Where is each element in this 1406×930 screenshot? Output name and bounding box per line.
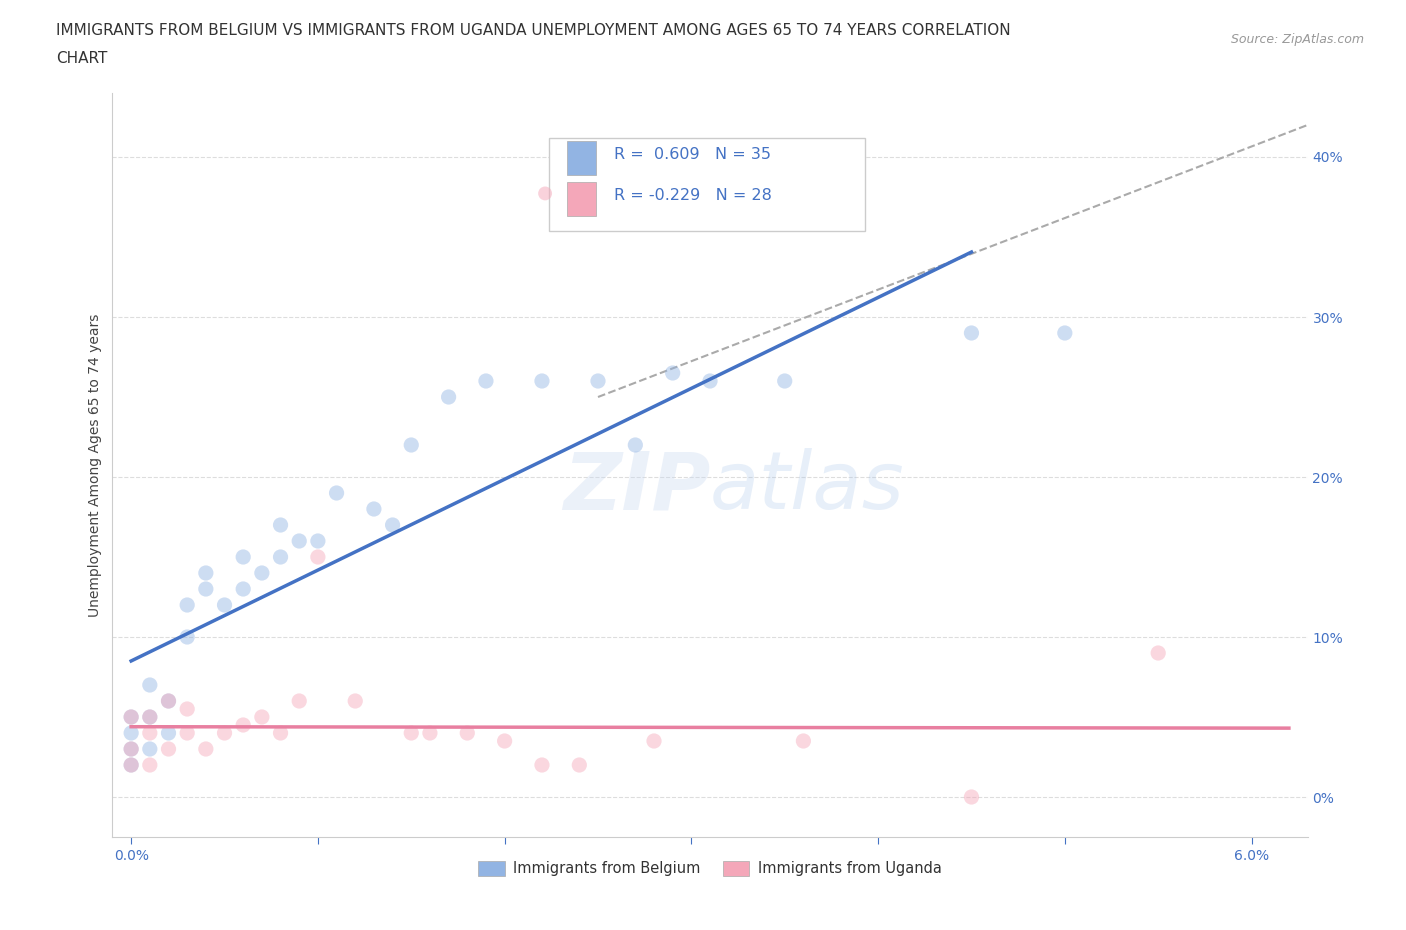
Point (232, 718, 254, 733)
Point (773, 374, 796, 389)
Point (120, 758, 142, 773)
Point (139, 725, 162, 740)
Point (401, 437, 423, 452)
Point (344, 694, 367, 709)
Point (586, 374, 609, 389)
Point (157, 694, 180, 709)
Point (270, 518, 292, 533)
Point (270, 550, 292, 565)
Bar (567, 182, 596, 216)
Point (120, 725, 142, 740)
Point (157, 694, 180, 709)
Y-axis label: Unemployment Among Ages 65 to 74 years: Unemployment Among Ages 65 to 74 years (89, 313, 103, 617)
Point (643, 734, 665, 749)
Point (401, 725, 423, 740)
Bar (567, 141, 596, 175)
Point (232, 581, 254, 596)
Point (214, 725, 236, 740)
Point (120, 758, 142, 773)
Point (139, 710, 162, 724)
Point (120, 710, 142, 724)
Point (437, 390, 460, 405)
Point (176, 725, 198, 740)
Point (960, 326, 983, 340)
Point (307, 534, 329, 549)
Point (270, 725, 292, 740)
Point (120, 741, 142, 756)
Point (120, 741, 142, 756)
Point (139, 758, 162, 773)
Point (194, 581, 217, 596)
Point (194, 741, 217, 756)
FancyBboxPatch shape (548, 138, 866, 231)
Point (530, 374, 553, 389)
Point (139, 678, 162, 693)
Point (568, 758, 591, 773)
Point (960, 790, 983, 804)
Point (250, 565, 273, 580)
Point (624, 437, 647, 452)
Point (288, 534, 311, 549)
Text: ZIP: ZIP (562, 448, 710, 526)
Point (250, 710, 273, 724)
Point (120, 710, 142, 724)
Point (456, 725, 478, 740)
Text: CHART: CHART (56, 51, 108, 66)
Point (176, 630, 198, 644)
Text: IMMIGRANTS FROM BELGIUM VS IMMIGRANTS FROM UGANDA UNEMPLOYMENT AMONG AGES 65 TO : IMMIGRANTS FROM BELGIUM VS IMMIGRANTS FR… (56, 23, 1011, 38)
Text: R = -0.229   N = 28: R = -0.229 N = 28 (614, 188, 772, 204)
Point (475, 374, 498, 389)
Point (307, 550, 329, 565)
Point (139, 741, 162, 756)
Text: atlas: atlas (710, 448, 905, 526)
Point (494, 734, 516, 749)
Text: R =  0.609   N = 35: R = 0.609 N = 35 (614, 147, 772, 163)
Text: Source: ZipAtlas.com: Source: ZipAtlas.com (1230, 33, 1364, 46)
Point (661, 365, 683, 380)
Point (157, 741, 180, 756)
Point (1147, 645, 1170, 660)
Point (325, 485, 347, 500)
Point (176, 598, 198, 613)
Point (792, 734, 814, 749)
Point (530, 758, 553, 773)
Point (214, 598, 236, 613)
Point (232, 550, 254, 565)
Point (176, 701, 198, 716)
Point (139, 710, 162, 724)
Point (194, 565, 217, 580)
Point (157, 725, 180, 740)
Legend: Immigrants from Belgium, Immigrants from Uganda: Immigrants from Belgium, Immigrants from… (472, 855, 948, 882)
Point (288, 694, 311, 709)
Point (699, 374, 721, 389)
Point (419, 725, 441, 740)
Point (381, 518, 404, 533)
Point (1053, 326, 1076, 340)
Point (363, 501, 385, 516)
